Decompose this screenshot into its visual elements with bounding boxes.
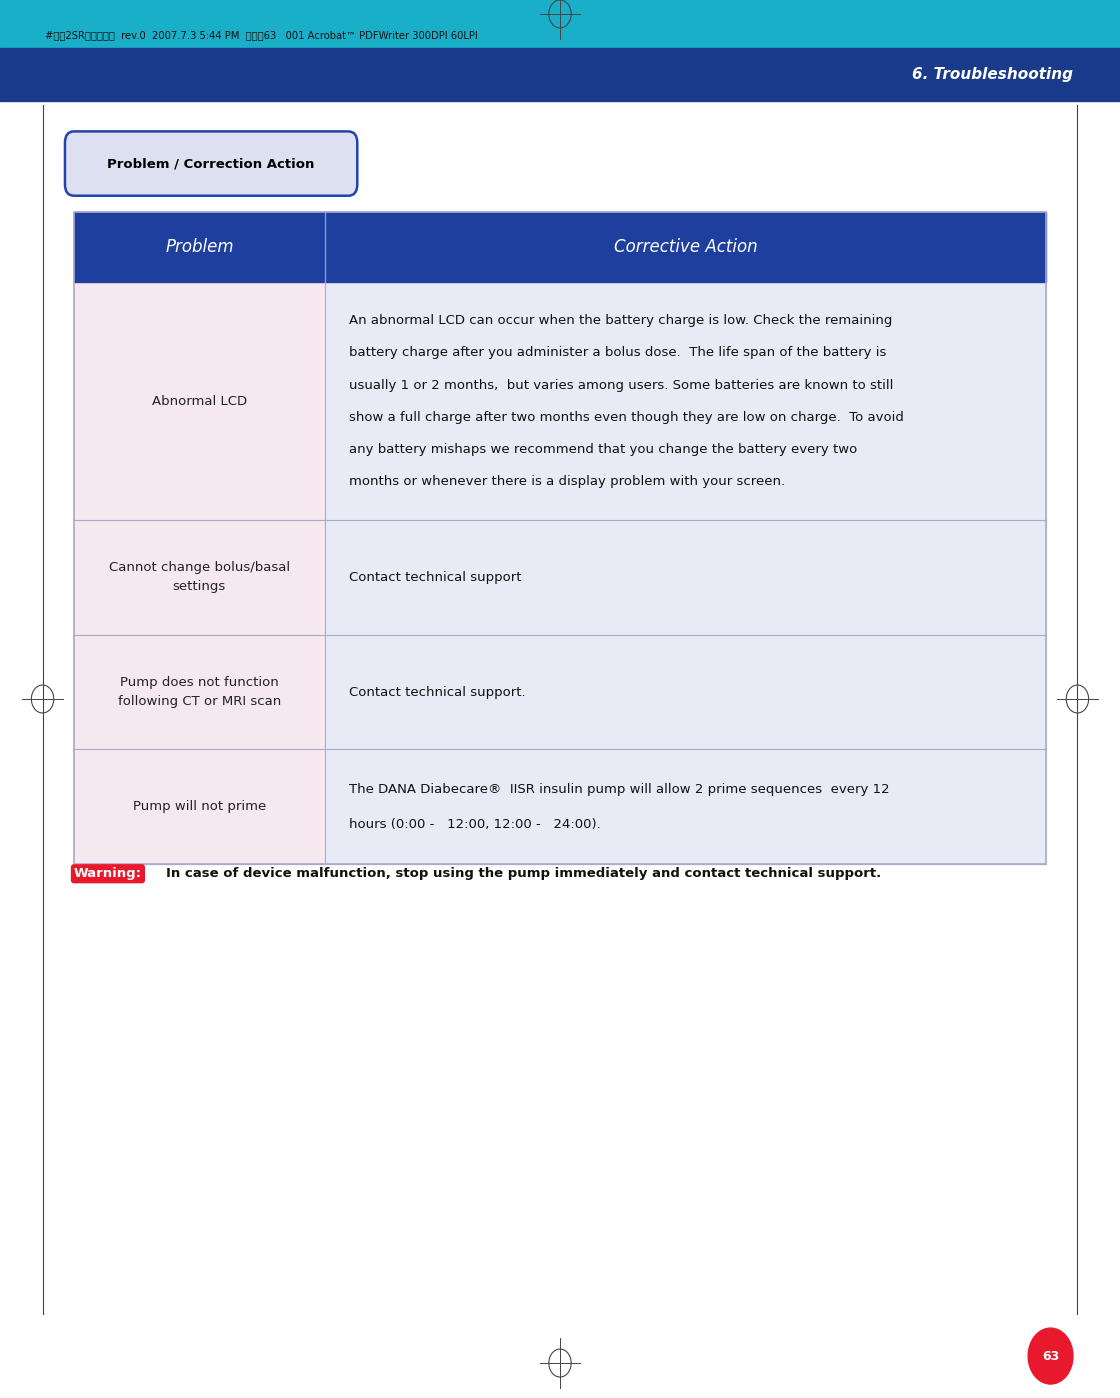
Bar [0,0,1120,49]
Text: Cannot change bolus/basal
settings: Cannot change bolus/basal settings [109,562,290,593]
Text: Contact technical support: Contact technical support [349,570,522,584]
Bar [74,520,325,635]
Text: usually 1 or 2 months,  but varies among users. Some batteries are known to stil: usually 1 or 2 months, but varies among … [349,379,894,391]
Text: The DANA Diabecare®  IISR insulin pump will allow 2 prime sequences  every 12: The DANA Diabecare® IISR insulin pump wi… [349,783,890,795]
FancyBboxPatch shape [65,131,357,196]
Bar [325,749,1046,864]
Text: In case of device malfunction, stop using the pump immediately and contact techn: In case of device malfunction, stop usin… [166,867,881,881]
Bar [74,212,1046,864]
Text: Contact technical support.: Contact technical support. [349,685,526,699]
Text: months or whenever there is a display problem with your screen.: months or whenever there is a display pr… [349,475,785,488]
Bar [74,212,1046,282]
Text: Pump will not prime: Pump will not prime [133,800,265,814]
Text: any battery mishaps we recommend that you change the battery every two: any battery mishaps we recommend that yo… [349,443,858,456]
Text: hours (0:00 -   12:00, 12:00 -   24:00).: hours (0:00 - 12:00, 12:00 - 24:00). [349,818,601,830]
Text: Abnormal LCD: Abnormal LCD [152,394,246,408]
Bar [74,635,325,749]
Circle shape [1028,1328,1073,1384]
Bar [74,282,325,520]
Text: 6. Troubleshooting: 6. Troubleshooting [912,67,1073,81]
Text: battery charge after you administer a bolus dose.  The life span of the battery : battery charge after you administer a bo… [349,347,887,359]
Bar [0,48,1120,101]
Text: #다녂2SR영문메뉴얼  rev.0  2007.7.3 5:44 PM  페이쥤63   001 Acrobat™ PDFWriter 300DPI 60LP: #다녂2SR영문메뉴얼 rev.0 2007.7.3 5:44 PM 페이쥤63… [45,31,477,41]
Text: Corrective Action: Corrective Action [614,239,757,256]
Text: Problem / Correction Action: Problem / Correction Action [108,157,315,171]
Text: Warning:: Warning: [74,867,142,881]
Bar [325,520,1046,635]
Text: An abnormal LCD can occur when the battery charge is low. Check the remaining: An abnormal LCD can occur when the batte… [349,315,893,327]
Bar [74,749,325,864]
Text: Pump does not function
following CT or MRI scan: Pump does not function following CT or M… [118,677,281,707]
Text: 63: 63 [1042,1349,1060,1363]
Bar [325,282,1046,520]
Bar [325,635,1046,749]
Text: show a full charge after two months even though they are low on charge.  To avoi: show a full charge after two months even… [349,411,904,424]
Text: Problem: Problem [165,239,234,256]
